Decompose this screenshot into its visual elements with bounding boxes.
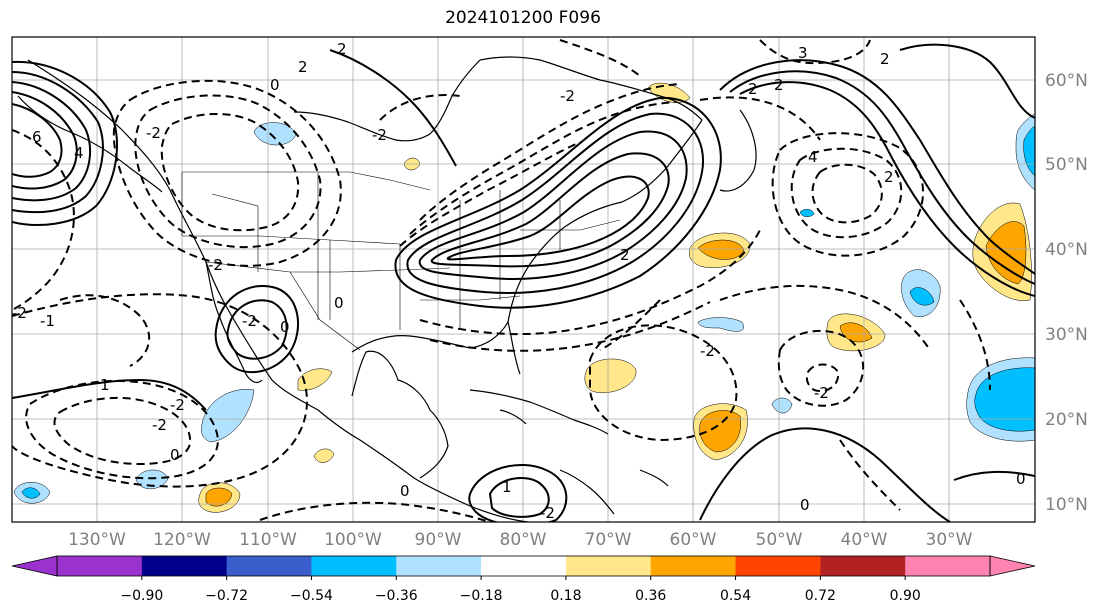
contour-label: 4 <box>808 148 818 166</box>
colorbar-outline <box>56 555 991 577</box>
colorbar-segment <box>396 556 482 576</box>
shaded-anomalies <box>13 82 1035 513</box>
contour-label: 2 <box>298 58 308 76</box>
lon-label-40w: 40°W <box>841 530 888 550</box>
contour-label: -2 <box>170 396 185 414</box>
contour-label: 0 <box>270 76 280 94</box>
contour-label: -2 <box>242 312 257 330</box>
lon-label-30w: 30°W <box>926 530 973 550</box>
contour-label: -1 <box>40 312 55 330</box>
colorbar-ticks: −0.90 −0.72 −0.54 −0.36 −0.18 0.18 0.36 0.54 0.7… <box>120 576 921 604</box>
colorbar-segment <box>226 556 312 576</box>
lon-label-130w: 130°W <box>68 530 126 550</box>
colorbar-tick-label: 0.18 <box>550 588 581 604</box>
contour-label: 0 <box>170 446 180 464</box>
colorbar-over-arrow <box>989 555 1036 577</box>
lat-label-20n: 20°N <box>1045 410 1088 430</box>
lat-label-60n: 60°N <box>1045 71 1088 91</box>
lat-label-30n: 30°N <box>1045 325 1088 345</box>
lon-label-90w: 90°W <box>415 530 462 550</box>
lon-label-80w: 80°W <box>500 530 547 550</box>
contour-label: 6 <box>32 128 42 146</box>
colorbar-tick-label: 0.72 <box>805 588 836 604</box>
colorbar-segment <box>735 556 821 576</box>
colorbar-tick-label: −0.54 <box>290 588 333 604</box>
longitude-labels: 130°W 120°W 110°W 100°W 90°W 80°W 70°W 6… <box>68 530 973 550</box>
lat-label-40n: 40°N <box>1045 240 1088 260</box>
colorbar-segment <box>57 556 143 576</box>
contour-label: 0 <box>400 482 410 500</box>
lon-label-70w: 70°W <box>585 530 632 550</box>
contour-label: -2 <box>560 87 575 105</box>
contour-label: -2 <box>814 384 829 402</box>
contour-label: 2 <box>884 168 894 186</box>
colorbar: −0.90 −0.72 −0.54 −0.36 −0.18 0.18 0.36 0.54 0.7… <box>11 555 1036 604</box>
contour-label: 0 <box>800 496 810 514</box>
contour-label: 2 <box>337 40 347 58</box>
contour-label: 1 <box>502 478 512 496</box>
contour-label: 4 <box>74 144 84 162</box>
colorbar-tick-label: −0.90 <box>120 588 163 604</box>
colorbar-segment <box>141 556 228 576</box>
lon-label-100w: 100°W <box>324 530 382 550</box>
contour-label: -2 <box>540 504 555 522</box>
contour-label: 2 <box>774 76 784 94</box>
colorbar-segment <box>905 556 991 576</box>
contour-label: 2 <box>880 50 890 68</box>
colorbar-tick-label: 0.36 <box>635 588 666 604</box>
colorbar-segment <box>565 556 652 576</box>
map-layers: 2 0 2 -2 6 4 -2 0 -2 -2 4 -2 2 -2 2 2 0 … <box>12 37 1035 522</box>
colorbar-tick-label: 0.54 <box>720 588 751 604</box>
colorbar-tick-label: 0.90 <box>890 588 921 604</box>
contour-label: -2 <box>152 416 167 434</box>
contour-label: -2 <box>12 304 27 322</box>
colorbar-segment <box>820 556 906 576</box>
map-frame <box>11 36 1036 523</box>
colorbar-segment <box>311 556 397 576</box>
lon-label-120w: 120°W <box>153 530 211 550</box>
contour-label: 0 <box>334 294 344 312</box>
colorbar-segment <box>650 556 737 576</box>
contour-label: 2 <box>620 246 630 264</box>
contour-labels: 2 0 2 -2 6 4 -2 0 -2 -2 4 -2 2 -2 2 2 0 … <box>12 40 1026 522</box>
contour-label: -2 <box>208 256 223 274</box>
map-title: 2024101200 F096 <box>445 8 601 28</box>
contour-label: 3 <box>798 44 808 62</box>
solid-contours <box>12 43 1035 522</box>
colorbar-tick-label: −0.72 <box>205 588 248 604</box>
contour-label: -2 <box>372 126 387 144</box>
contour-label: 0 <box>280 318 290 336</box>
contour-label: -2 <box>700 342 715 360</box>
colorbar-segment <box>481 556 567 576</box>
lon-label-110w: 110°W <box>239 530 297 550</box>
contour-label: 0 <box>1016 470 1026 488</box>
positive-anomaly-shading <box>198 82 1032 513</box>
contour-label: 2 <box>748 80 758 98</box>
lon-label-60w: 60°W <box>670 530 717 550</box>
negative-anomaly-shading <box>13 113 1035 504</box>
latitude-labels: 60°N 50°N 40°N 30°N 20°N 10°N <box>1045 71 1088 515</box>
lat-label-10n: 10°N <box>1045 495 1088 515</box>
dashed-contours <box>12 39 991 522</box>
lat-label-50n: 50°N <box>1045 155 1088 175</box>
colorbar-tick-label: −0.18 <box>460 588 503 604</box>
contour-label: 1 <box>100 376 110 394</box>
colorbar-under-arrow <box>11 555 58 577</box>
colorbar-tick-label: −0.36 <box>375 588 418 604</box>
colorbar-segments <box>57 556 991 576</box>
lon-label-50w: 50°W <box>756 530 803 550</box>
contour-label: -2 <box>146 124 161 142</box>
